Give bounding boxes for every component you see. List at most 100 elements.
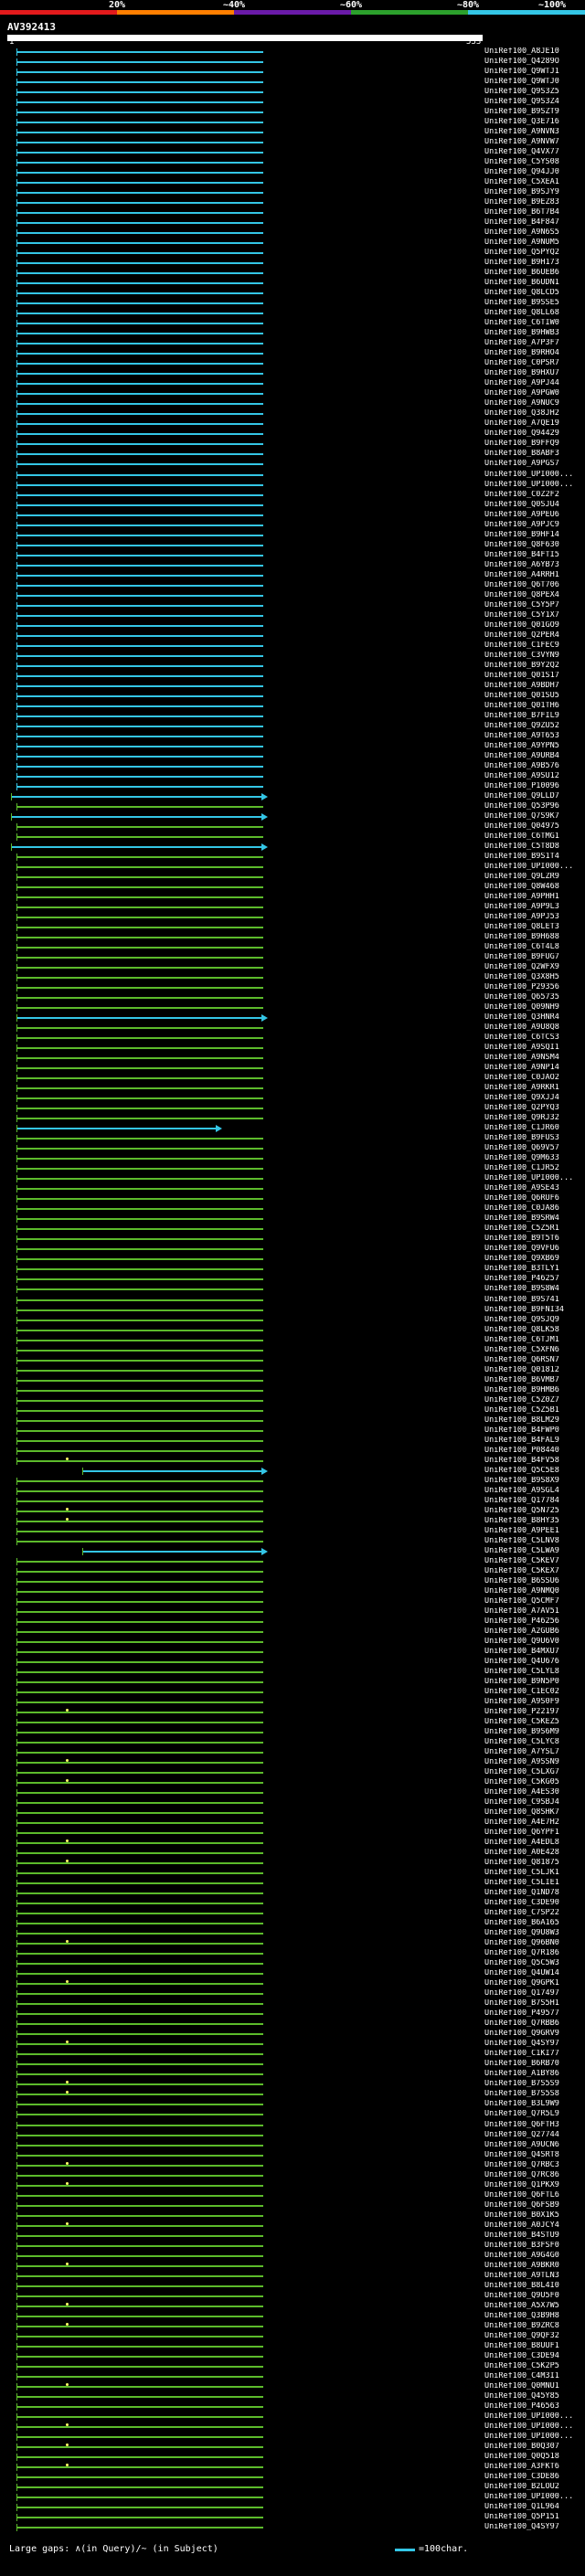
hit-label[interactable]: UniRef100_B6UDN1 — [484, 279, 559, 288]
hit-label[interactable]: UniRef100_Q9U8W3 — [484, 1929, 559, 1938]
hit-label[interactable]: UniRef100_P29356 — [484, 983, 559, 992]
hit-label[interactable]: UniRef100_C4M3I1 — [484, 2371, 559, 2380]
hit-label[interactable]: UniRef100_Q17497 — [484, 1989, 559, 1998]
hit-label[interactable]: UniRef100_A3FKT6 — [484, 2462, 559, 2471]
hit-label[interactable]: UniRef100_UPI000... — [484, 2422, 574, 2431]
hit-label[interactable]: UniRef100_A9P9L3 — [484, 903, 559, 912]
hit-label[interactable]: UniRef100_C1JR52 — [484, 1164, 559, 1173]
hit-label[interactable]: UniRef100_B9N5P0 — [484, 1677, 559, 1686]
hit-label[interactable]: UniRef100_Q7RBC3 — [484, 2160, 559, 2169]
hit-label[interactable]: UniRef100_C5LYL8 — [484, 1667, 559, 1676]
hit-label[interactable]: UniRef100_Q8LET3 — [484, 923, 559, 932]
hit-label[interactable]: UniRef100_Q2PER4 — [484, 631, 559, 640]
hit-label[interactable]: UniRef100_Q6T706 — [484, 580, 559, 589]
hit-label[interactable]: UniRef100_B8ABF3 — [484, 450, 559, 459]
hit-label[interactable]: UniRef100_Q3B9H8 — [484, 2311, 559, 2320]
hit-label[interactable]: UniRef100_Q65735 — [484, 993, 559, 1002]
hit-label[interactable]: UniRef100_UPI000... — [484, 2432, 574, 2441]
hit-label[interactable]: UniRef100_UPI000... — [484, 470, 574, 479]
hit-label[interactable]: UniRef100_B9H688 — [484, 933, 559, 942]
hit-label[interactable]: UniRef100_C7SP22 — [484, 1909, 559, 1918]
hit-label[interactable]: UniRef100_Q9U5F0 — [484, 2291, 559, 2300]
hit-label[interactable]: UniRef100_Q27744 — [484, 2130, 559, 2139]
hit-label[interactable]: UniRef100_B9T5T6 — [484, 1235, 559, 1244]
hit-label[interactable]: UniRef100_Q9XB69 — [484, 1255, 559, 1264]
hit-label[interactable]: UniRef100_C0PSR7 — [484, 359, 559, 368]
hit-label[interactable]: UniRef100_UPI000... — [484, 862, 574, 871]
hit-label[interactable]: UniRef100_B6SSU6 — [484, 1576, 559, 1585]
hit-label[interactable]: UniRef100_Q45Y85 — [484, 2391, 559, 2401]
hit-label[interactable]: UniRef100_B9S8X9 — [484, 1476, 559, 1485]
hit-label[interactable]: UniRef100_B9SJY9 — [484, 188, 559, 197]
hit-label[interactable]: UniRef100_C5LYC8 — [484, 1738, 559, 1747]
hit-label[interactable]: UniRef100_B9SRW4 — [484, 1214, 559, 1224]
hit-label[interactable]: UniRef100_A9NUM5 — [484, 239, 559, 248]
hit-label[interactable]: UniRef100_Q7RC86 — [484, 2170, 559, 2179]
hit-label[interactable]: UniRef100_Q9RJ32 — [484, 1114, 559, 1123]
hit-label[interactable]: UniRef100_B7FIL9 — [484, 711, 559, 720]
hit-label[interactable]: UniRef100_B9FUG7 — [484, 953, 559, 962]
hit-label[interactable]: UniRef100_Q0SJU4 — [484, 500, 559, 509]
hit-label[interactable]: UniRef100_C5Y5P7 — [484, 600, 559, 610]
hit-label[interactable]: UniRef100_A9G4G0 — [484, 2251, 559, 2260]
hit-label[interactable]: UniRef100_A9NP14 — [484, 1064, 559, 1073]
hit-label[interactable]: UniRef100_C5T8D8 — [484, 842, 559, 851]
hit-label[interactable]: UniRef100_C5LXG7 — [484, 1768, 559, 1777]
hit-label[interactable]: UniRef100_A9PHH1 — [484, 893, 559, 902]
hit-label[interactable]: UniRef100_B9S6M9 — [484, 1728, 559, 1737]
hit-label[interactable]: UniRef100_B9FNI34 — [484, 1305, 564, 1314]
hit-label[interactable]: UniRef100_A4RRH1 — [484, 570, 559, 579]
hit-label[interactable]: UniRef100_P46257 — [484, 1275, 559, 1284]
hit-label[interactable]: UniRef100_C6T4L8 — [484, 943, 559, 952]
hit-label[interactable]: UniRef100_Q0Q518 — [484, 2452, 559, 2461]
hit-label[interactable]: UniRef100_A9URB4 — [484, 751, 559, 760]
hit-label[interactable]: UniRef100_C3DE86 — [484, 2472, 559, 2481]
hit-label[interactable]: UniRef100_Q9VFU6 — [484, 1245, 559, 1254]
hit-label[interactable]: UniRef100_B6UEB6 — [484, 269, 559, 278]
hit-label[interactable]: UniRef100_A9PJC9 — [484, 520, 559, 529]
hit-label[interactable]: UniRef100_A9T653 — [484, 731, 559, 740]
hit-label[interactable]: UniRef100_P49577 — [484, 2009, 559, 2019]
hit-label[interactable]: UniRef100_Q9GPK1 — [484, 1979, 559, 1988]
hit-label[interactable]: UniRef100_Q38JH2 — [484, 409, 559, 419]
hit-label[interactable]: UniRef100_Q3HNR4 — [484, 1013, 559, 1023]
hit-label[interactable]: UniRef100_Q8W468 — [484, 883, 559, 891]
hit-label[interactable]: UniRef100_B9HMB6 — [484, 1385, 559, 1394]
hit-label[interactable]: UniRef100_Q6RSN7 — [484, 1355, 559, 1364]
hit-label[interactable]: UniRef100_B9SSE5 — [484, 299, 559, 308]
hit-label[interactable]: UniRef100_A4ES30 — [484, 1788, 559, 1797]
hit-label[interactable]: UniRef100_Q7R186 — [484, 1949, 559, 1958]
hit-label[interactable]: UniRef100_A0E428 — [484, 1849, 559, 1858]
hit-label[interactable]: UniRef100_A7YSL7 — [484, 1748, 559, 1757]
hit-label[interactable]: UniRef100_C0Z2F2 — [484, 490, 559, 499]
hit-label[interactable]: UniRef100_Q9SJQ9 — [484, 1315, 559, 1324]
hit-label[interactable]: UniRef100_B3FSF0 — [484, 2241, 559, 2250]
hit-label[interactable]: UniRef100_Q5CMF7 — [484, 1596, 559, 1606]
hit-label[interactable]: UniRef100_B4F847 — [484, 218, 559, 228]
hit-label[interactable]: UniRef100_P08440 — [484, 1446, 559, 1455]
hit-label[interactable]: UniRef100_B7S5H1 — [484, 1999, 559, 2009]
hit-label[interactable]: UniRef100_B9S1T4 — [484, 852, 559, 861]
hit-label[interactable]: UniRef100_Q6YPF1 — [484, 1829, 559, 1838]
hit-label[interactable]: UniRef100_C5LWA9 — [484, 1546, 559, 1555]
hit-label[interactable]: UniRef100_A9NVW7 — [484, 138, 559, 147]
hit-label[interactable]: UniRef100_A1BY86 — [484, 2070, 559, 2079]
hit-label[interactable]: UniRef100_C1FEC9 — [484, 641, 559, 650]
hit-label[interactable]: UniRef100_A7QE19 — [484, 419, 559, 429]
hit-label[interactable]: UniRef100_A9PEU6 — [484, 510, 559, 519]
hit-label[interactable]: UniRef100_Q9WTJ0 — [484, 78, 559, 87]
hit-label[interactable]: UniRef100_Q9LZR9 — [484, 872, 559, 881]
hit-label[interactable]: UniRef100_B6RB70 — [484, 2060, 559, 2069]
hit-label[interactable]: UniRef100_C5Z5B1 — [484, 1405, 559, 1415]
hit-label[interactable]: UniRef100_B6VMB7 — [484, 1375, 559, 1384]
hit-label[interactable]: UniRef100_B4MXU7 — [484, 1647, 559, 1656]
hit-label[interactable]: UniRef100_B4FAL9 — [484, 1436, 559, 1445]
hit-label[interactable]: UniRef100_Q8F630 — [484, 540, 559, 549]
hit-label[interactable]: UniRef100_C5Z5R1 — [484, 1224, 559, 1234]
hit-label[interactable]: UniRef100_B9H173 — [484, 259, 559, 268]
hit-label[interactable]: UniRef100_Q7S9K7 — [484, 811, 559, 821]
hit-label[interactable]: UniRef100_A9NSM4 — [484, 1054, 559, 1063]
hit-label[interactable]: UniRef100_Q4UW14 — [484, 1969, 559, 1978]
hit-label[interactable]: UniRef100_Q01SU5 — [484, 691, 559, 700]
hit-label[interactable]: UniRef100_Q5PYQ2 — [484, 249, 559, 258]
